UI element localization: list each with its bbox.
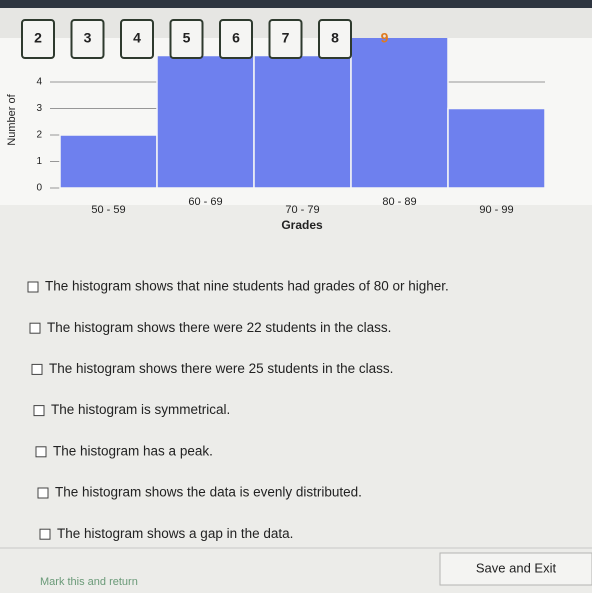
checkbox[interactable] <box>37 487 49 499</box>
question-nav: 2 3 4 5 6 7 8 9 <box>0 8 592 59</box>
bar <box>253 54 352 189</box>
option-text[interactable]: The histogram shows there were 22 studen… <box>47 320 391 335</box>
checkbox[interactable] <box>31 363 43 375</box>
question-number[interactable]: 7 <box>282 30 290 46</box>
question-button[interactable] <box>268 19 303 59</box>
checkbox[interactable] <box>27 281 39 293</box>
save-button-label[interactable]: Save and Exit <box>476 560 557 575</box>
checkbox[interactable] <box>29 322 41 334</box>
question-number[interactable]: 4 <box>133 30 141 46</box>
x-axis-label: Grades <box>281 218 323 232</box>
y-tick-label: 2 <box>36 130 42 141</box>
option-text[interactable]: The histogram has a peak. <box>53 443 213 458</box>
option-text[interactable]: The histogram shows a gap in the data. <box>57 526 293 541</box>
bar <box>447 107 546 189</box>
question-button[interactable] <box>169 19 204 59</box>
option-text[interactable]: The histogram shows that nine students h… <box>45 279 449 294</box>
checkbox[interactable] <box>35 446 47 458</box>
bar <box>59 134 158 189</box>
question-button[interactable] <box>318 19 352 59</box>
y-tick-label: 4 <box>36 77 42 88</box>
y-tick-label: 0 <box>36 183 42 194</box>
option-text[interactable]: The histogram shows there were 25 studen… <box>49 361 393 376</box>
checkbox[interactable] <box>39 528 51 540</box>
bar <box>156 54 255 189</box>
question-button[interactable] <box>219 19 253 59</box>
x-tick-label: 90 - 99 <box>479 204 513 216</box>
question-number[interactable]: 6 <box>232 30 240 46</box>
answer-options: The histogram shows that nine students h… <box>27 279 449 541</box>
question-number[interactable]: 3 <box>84 30 92 46</box>
checkbox[interactable] <box>33 405 45 417</box>
x-tick-label: 80 - 89 <box>382 196 416 208</box>
y-tick-label: 3 <box>36 103 42 114</box>
option-text[interactable]: The histogram shows the data is evenly d… <box>55 485 362 500</box>
question-button[interactable] <box>70 19 105 59</box>
top-bar <box>0 0 592 8</box>
option-text[interactable]: The histogram is symmetrical. <box>51 402 230 417</box>
bar <box>350 28 449 189</box>
x-tick-label: 50 - 59 <box>91 204 125 216</box>
question-number[interactable]: 5 <box>183 30 191 46</box>
save-button[interactable] <box>439 552 592 586</box>
question-number[interactable]: 2 <box>34 30 42 46</box>
y-tick-label: 1 <box>36 156 42 167</box>
x-tick-label: 60 - 69 <box>188 196 222 208</box>
question-button[interactable] <box>120 19 154 59</box>
question-number[interactable]: 8 <box>331 30 339 46</box>
y-axis-label: Number of <box>6 93 18 145</box>
question-button[interactable] <box>21 19 55 59</box>
histogram: 0 1 2 3 4 50 - 59 60 - 69 70 - 79 80 - 89 90 - 99… <box>0 28 592 232</box>
mark-link[interactable]: Mark this and return <box>40 576 138 588</box>
x-tick-label: 70 - 79 <box>285 204 319 216</box>
question-number[interactable]: 9 <box>381 30 389 46</box>
